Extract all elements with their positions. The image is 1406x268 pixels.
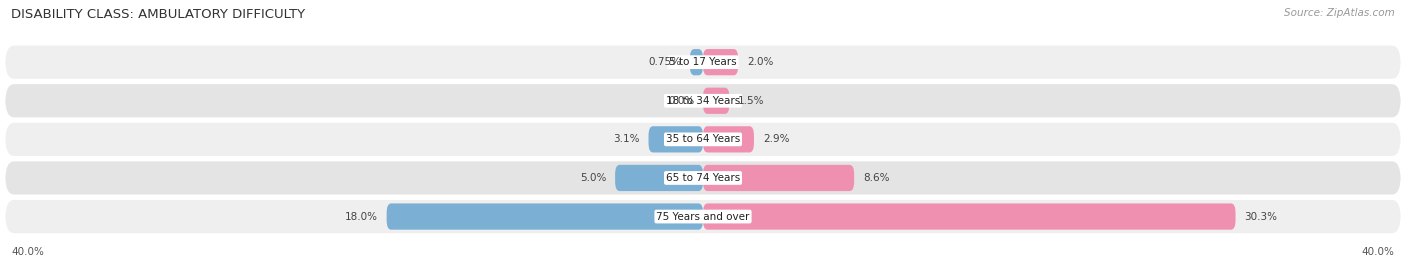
FancyBboxPatch shape [387, 203, 703, 230]
Text: 2.0%: 2.0% [747, 57, 773, 67]
FancyBboxPatch shape [6, 84, 1400, 117]
Text: 65 to 74 Years: 65 to 74 Years [666, 173, 740, 183]
FancyBboxPatch shape [690, 49, 703, 75]
Text: 8.6%: 8.6% [863, 173, 890, 183]
FancyBboxPatch shape [6, 123, 1400, 156]
FancyBboxPatch shape [703, 88, 730, 114]
Text: 35 to 64 Years: 35 to 64 Years [666, 134, 740, 144]
FancyBboxPatch shape [703, 49, 738, 75]
FancyBboxPatch shape [703, 126, 754, 152]
Text: 5.0%: 5.0% [579, 173, 606, 183]
FancyBboxPatch shape [703, 165, 855, 191]
Text: 1.5%: 1.5% [738, 96, 765, 106]
Text: 3.1%: 3.1% [613, 134, 640, 144]
Text: 0.75%: 0.75% [648, 57, 681, 67]
Text: 2.9%: 2.9% [762, 134, 789, 144]
Text: 40.0%: 40.0% [11, 247, 44, 257]
Text: DISABILITY CLASS: AMBULATORY DIFFICULTY: DISABILITY CLASS: AMBULATORY DIFFICULTY [11, 8, 305, 21]
Text: 40.0%: 40.0% [1362, 247, 1395, 257]
Text: Source: ZipAtlas.com: Source: ZipAtlas.com [1284, 8, 1395, 18]
Text: 30.3%: 30.3% [1244, 211, 1277, 222]
FancyBboxPatch shape [6, 200, 1400, 233]
Text: 18.0%: 18.0% [344, 211, 378, 222]
FancyBboxPatch shape [6, 161, 1400, 195]
Text: 75 Years and over: 75 Years and over [657, 211, 749, 222]
FancyBboxPatch shape [648, 126, 703, 152]
FancyBboxPatch shape [703, 203, 1236, 230]
FancyBboxPatch shape [616, 165, 703, 191]
Text: 5 to 17 Years: 5 to 17 Years [669, 57, 737, 67]
Text: 18 to 34 Years: 18 to 34 Years [666, 96, 740, 106]
Text: 0.0%: 0.0% [668, 96, 695, 106]
FancyBboxPatch shape [6, 46, 1400, 79]
